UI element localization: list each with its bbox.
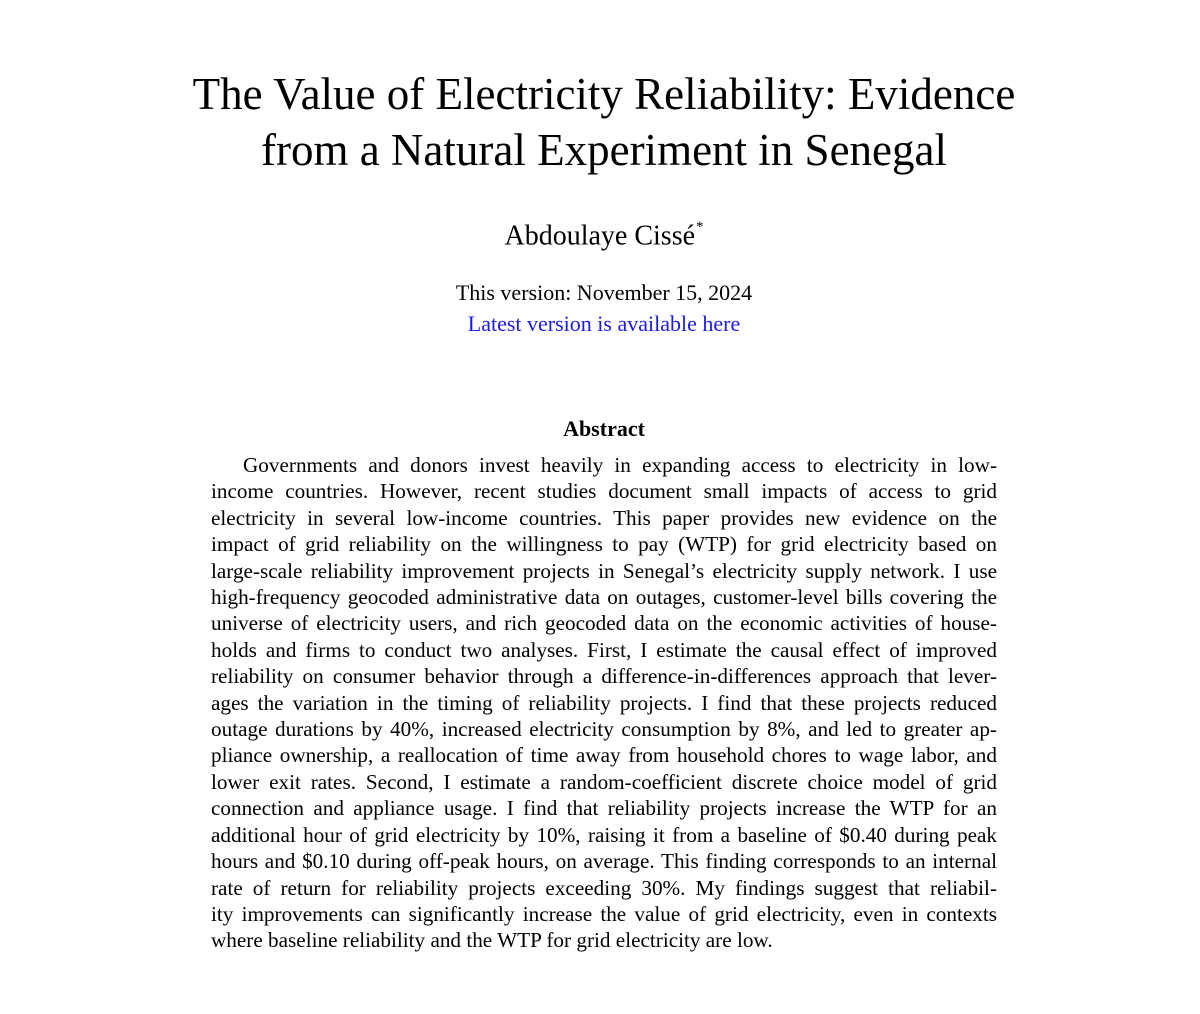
author-block: Abdoulaye Cissé* xyxy=(0,212,1200,254)
paper-title-line-2: from a Natural Experiment in Senegal xyxy=(260,125,947,175)
abstract-line: electricity in several low-income countr… xyxy=(211,505,997,530)
abstract-line: lower exit rates. Second, I estimate a r… xyxy=(211,769,997,794)
abstract-line: income countries. However, recent studie… xyxy=(211,479,997,504)
abstract-line: connection and appliance usage. I find t… xyxy=(211,796,997,821)
abstract-line: ages the variation in the timing of reli… xyxy=(211,690,997,715)
abstract-line: high-frequency geocoded administrative d… xyxy=(211,585,997,610)
abstract-line: outage durations by 40%, increased elect… xyxy=(211,717,997,742)
latest-version-link[interactable]: Latest version is available here xyxy=(467,311,741,336)
author-footnote-mark[interactable]: * xyxy=(696,219,704,235)
abstract-line: hours and $0.10 during off-peak hours, o… xyxy=(211,849,997,874)
abstract-line: large-scale reliability improvement proj… xyxy=(211,558,997,583)
abstract-line: ity improvements can significantly incre… xyxy=(211,901,997,926)
abstract-line: Governments and donors invest heavily in… xyxy=(243,453,997,477)
abstract-line: universe of electricity users, and rich … xyxy=(211,611,997,636)
version-block: This version: November 15, 2024 Latest v… xyxy=(0,277,1200,339)
abstract-line: reliability on consumer behavior through… xyxy=(211,664,997,689)
abstract-body: Governments and donors invest heavily in… xyxy=(211,452,997,954)
version-date: This version: November 15, 2024 xyxy=(455,280,753,305)
paper-title: The Value of Electricity Reliability: Ev… xyxy=(0,66,1200,178)
abstract-heading: Abstract xyxy=(563,416,645,441)
abstract-line: impact of grid reliability on the willin… xyxy=(211,532,997,557)
abstract-line: rate of return for reliability projects … xyxy=(211,875,997,900)
abstract-line: where baseline reliability and the WTP f… xyxy=(211,928,773,953)
abstract-line: pliance ownership, a reallocation of tim… xyxy=(211,743,997,768)
paper-title-line-1: The Value of Electricity Reliability: Ev… xyxy=(192,69,1016,119)
author-name: Abdoulaye Cissé xyxy=(504,220,696,252)
abstract-line: holds and firms to conduct two analyses.… xyxy=(211,637,997,662)
abstract-line: additional hour of grid electricity by 1… xyxy=(211,822,997,847)
